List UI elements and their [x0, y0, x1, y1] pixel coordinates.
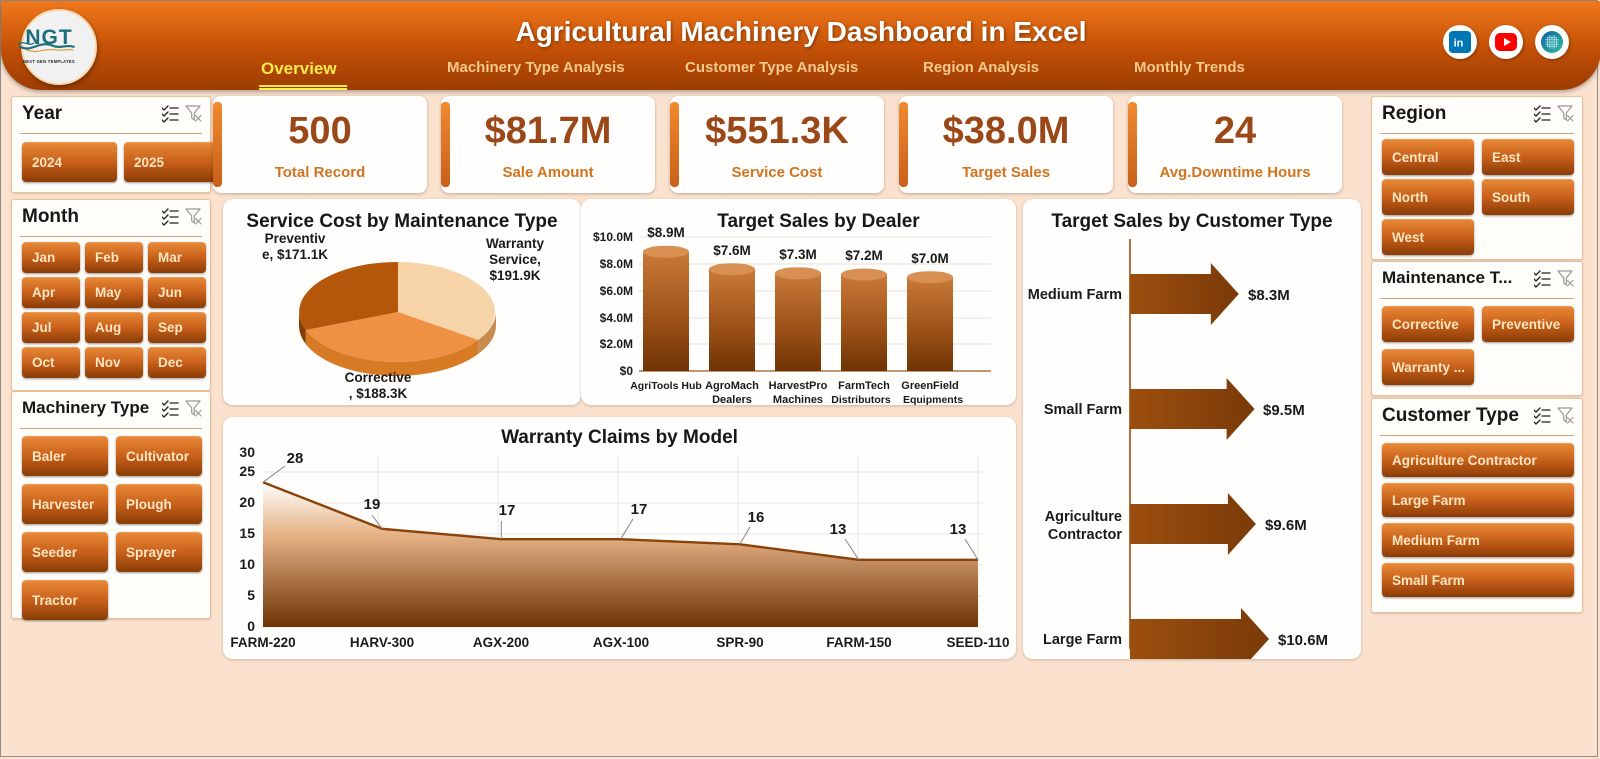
svg-text:$7.3M: $7.3M: [779, 247, 817, 262]
svg-text:$4.0M: $4.0M: [600, 311, 633, 325]
svg-text:Dealers: Dealers: [712, 394, 752, 405]
svg-text:20: 20: [239, 494, 255, 510]
svg-text:13: 13: [830, 521, 847, 538]
svg-text:19: 19: [364, 496, 381, 513]
svg-text:13: 13: [950, 521, 967, 538]
svg-text:0: 0: [247, 618, 255, 634]
svg-text:$191.9K: $191.9K: [489, 268, 540, 283]
svg-text:$2.0M: $2.0M: [600, 337, 633, 351]
svg-text:$0: $0: [620, 364, 634, 378]
svg-text:, $188.3K: , $188.3K: [349, 386, 408, 401]
svg-text:Agriculture: Agriculture: [1045, 509, 1122, 525]
svg-text:$8.3M: $8.3M: [1248, 287, 1290, 304]
svg-text:AgroMach: AgroMach: [705, 380, 759, 392]
svg-text:SPR-90: SPR-90: [716, 635, 763, 650]
svg-text:10: 10: [239, 556, 255, 572]
svg-text:Contractor: Contractor: [1048, 527, 1122, 543]
svg-text:25: 25: [239, 463, 255, 479]
svg-text:$7.0M: $7.0M: [911, 251, 949, 266]
svg-text:Equipments: Equipments: [903, 394, 963, 405]
svg-text:FARM-150: FARM-150: [826, 635, 891, 650]
svg-text:$7.6M: $7.6M: [713, 243, 751, 258]
svg-text:Service,: Service,: [489, 252, 541, 267]
svg-text:15: 15: [239, 525, 255, 541]
svg-text:FARM-220: FARM-220: [230, 635, 295, 650]
svg-text:28: 28: [287, 450, 304, 467]
svg-text:$7.2M: $7.2M: [845, 248, 883, 263]
svg-text:HarvestPro: HarvestPro: [769, 380, 828, 392]
svg-text:e, $171.1K: e, $171.1K: [262, 247, 328, 262]
svg-text:17: 17: [499, 502, 516, 519]
svg-text:GreenField: GreenField: [901, 380, 958, 392]
svg-text:$10.6M: $10.6M: [1278, 632, 1328, 649]
svg-text:Corrective: Corrective: [345, 370, 412, 385]
svg-text:$6.0M: $6.0M: [600, 284, 633, 298]
svg-text:Small Farm: Small Farm: [1044, 402, 1122, 418]
svg-text:17: 17: [631, 501, 648, 518]
svg-text:Machines: Machines: [773, 394, 823, 405]
svg-text:Medium Farm: Medium Farm: [1028, 287, 1122, 303]
svg-text:AgriTools Hub: AgriTools Hub: [630, 380, 702, 392]
svg-text:SEED-110: SEED-110: [946, 635, 1009, 650]
svg-text:Distributors: Distributors: [831, 394, 891, 405]
svg-text:AGX-200: AGX-200: [473, 635, 529, 650]
svg-text:FarmTech: FarmTech: [838, 380, 890, 392]
svg-text:Preventiv: Preventiv: [265, 231, 326, 246]
svg-text:HARV-300: HARV-300: [350, 635, 414, 650]
svg-text:$8.0M: $8.0M: [600, 257, 633, 271]
svg-text:$9.6M: $9.6M: [1265, 517, 1307, 534]
svg-text:5: 5: [247, 587, 255, 603]
svg-text:Large Farm: Large Farm: [1043, 632, 1122, 648]
svg-text:Warranty: Warranty: [486, 236, 545, 251]
svg-text:in: in: [1454, 38, 1464, 50]
svg-text:$9.5M: $9.5M: [1263, 402, 1305, 419]
svg-text:AGX-100: AGX-100: [593, 635, 649, 650]
svg-text:16: 16: [748, 509, 765, 526]
